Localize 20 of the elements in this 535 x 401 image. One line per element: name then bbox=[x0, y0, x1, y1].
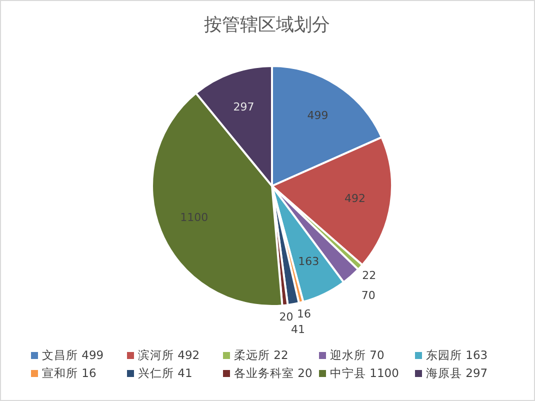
data-label: 41 bbox=[291, 323, 305, 336]
data-label: 20 bbox=[279, 310, 294, 324]
data-label: 163 bbox=[298, 255, 320, 268]
data-label: 499 bbox=[307, 109, 328, 122]
legend-label: 海原县 297 bbox=[426, 365, 488, 382]
data-label: 492 bbox=[344, 192, 366, 206]
legend-label: 文昌所 499 bbox=[42, 347, 104, 364]
chart-title: 按管辖区域划分 bbox=[204, 14, 330, 36]
data-label: 22 bbox=[362, 268, 376, 282]
legend-label: 柔远所 22 bbox=[234, 347, 288, 364]
legend-label: 中宁县 1100 bbox=[330, 365, 399, 382]
data-label: 297 bbox=[233, 100, 254, 114]
legend-label: 东园所 163 bbox=[426, 347, 488, 364]
data-label: 16 bbox=[297, 308, 311, 321]
data-label: 70 bbox=[361, 289, 376, 302]
legend-label: 滨河所 492 bbox=[138, 347, 200, 364]
legend-label: 迎水所 70 bbox=[330, 347, 384, 364]
legend-label: 宣和所 16 bbox=[42, 365, 96, 382]
legend-label: 各业务科室 20 bbox=[234, 365, 312, 382]
legend-label: 兴仁所 41 bbox=[138, 365, 192, 382]
